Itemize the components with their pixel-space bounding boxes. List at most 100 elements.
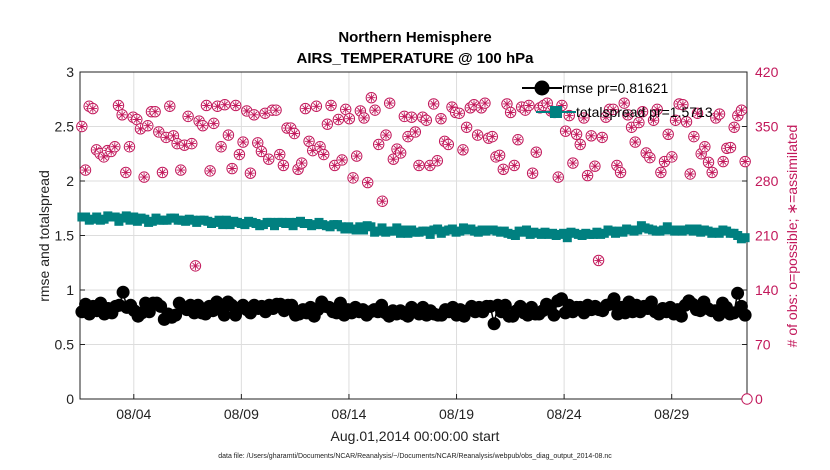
obs-point-asterisk bbox=[88, 104, 97, 113]
obs-point bbox=[680, 116, 693, 128]
obs-point-asterisk bbox=[304, 137, 314, 146]
rmse-series bbox=[75, 285, 752, 331]
obs-point bbox=[230, 99, 242, 112]
obs-point-asterisk bbox=[224, 130, 233, 140]
obs-point-asterisk bbox=[407, 113, 416, 122]
obs-point bbox=[578, 112, 590, 124]
obs-point-asterisk bbox=[187, 139, 196, 148]
obs-point bbox=[633, 116, 645, 129]
obs-point-asterisk bbox=[469, 100, 479, 109]
rmse-point bbox=[607, 292, 621, 306]
obs-point-asterisk bbox=[656, 168, 666, 177]
chart-subtitle: AIRS_TEMPERATURE @ 100 hPa bbox=[297, 50, 535, 67]
x-axis-label: Aug.01,2014 00:00:00 start bbox=[331, 428, 500, 444]
footnote: data file: /Users/gharamti/Documents/NCA… bbox=[218, 453, 612, 460]
obs-point-asterisk bbox=[708, 168, 717, 177]
y-ticks-right: 0 70 140 210 280 350 420 bbox=[742, 64, 779, 407]
legend-rmse-marker bbox=[534, 80, 550, 96]
obs-point bbox=[523, 99, 535, 112]
obs-point bbox=[270, 104, 282, 116]
chart-title: Northern Hemisphere bbox=[338, 29, 491, 46]
obs-point bbox=[358, 112, 370, 124]
obs-point bbox=[647, 114, 660, 126]
y-tick-label-left: 1 bbox=[66, 282, 74, 298]
obs-point-asterisk bbox=[737, 106, 746, 115]
obs-point-asterisk bbox=[719, 157, 728, 166]
obs-point bbox=[735, 104, 748, 116]
obs-point-asterisk bbox=[290, 129, 299, 138]
obs-point bbox=[589, 160, 601, 172]
obs-point-asterisk bbox=[671, 116, 680, 125]
obs-point-asterisk bbox=[645, 153, 655, 162]
obs-point bbox=[109, 141, 121, 153]
obs-point-asterisk bbox=[411, 127, 420, 137]
obs-point bbox=[325, 99, 337, 112]
x-tick-label: 08/19 bbox=[439, 406, 474, 422]
obs-point-asterisk bbox=[172, 139, 182, 148]
obs-point bbox=[706, 166, 718, 179]
obs-point-asterisk bbox=[576, 140, 585, 149]
obs-point-asterisk bbox=[242, 106, 251, 116]
obs-point-asterisk bbox=[213, 102, 222, 111]
obs-zero-ring bbox=[741, 393, 753, 405]
obs-point-asterisk bbox=[341, 105, 350, 114]
spread-point bbox=[366, 222, 376, 232]
obs-point bbox=[607, 103, 619, 116]
obs-point-asterisk bbox=[110, 142, 119, 151]
obs-point bbox=[435, 113, 447, 125]
obs-point bbox=[666, 151, 678, 163]
obs-point bbox=[340, 103, 352, 116]
obs-point bbox=[662, 128, 674, 140]
y-tick-label-right: 140 bbox=[755, 282, 779, 298]
obs-point bbox=[164, 100, 176, 112]
obs-point bbox=[263, 153, 275, 165]
obs-point-asterisk bbox=[385, 98, 394, 108]
obs-point bbox=[274, 148, 286, 161]
obs-point bbox=[413, 159, 425, 172]
obs-point-asterisk bbox=[271, 106, 281, 115]
obs-point bbox=[200, 99, 213, 112]
obs-point-asterisk bbox=[374, 140, 383, 149]
obs-point bbox=[350, 150, 363, 162]
obs-point-asterisk bbox=[81, 165, 90, 175]
obs-point-asterisk bbox=[348, 173, 358, 183]
x-ticks: 08/04 08/09 08/14 08/19 08/24 08/29 bbox=[116, 394, 689, 422]
obs-point bbox=[343, 113, 356, 125]
obs-point bbox=[361, 176, 374, 189]
obs-point bbox=[197, 120, 209, 132]
rmse-point bbox=[217, 308, 231, 322]
obs-point-asterisk bbox=[620, 98, 629, 108]
obs-point-asterisk bbox=[700, 142, 710, 151]
obs-point bbox=[497, 163, 509, 176]
obs-point-asterisk bbox=[191, 261, 200, 271]
obs-point bbox=[508, 159, 520, 172]
obs-point bbox=[248, 109, 260, 121]
obs-point-asterisk bbox=[678, 100, 688, 109]
obs-point-asterisk bbox=[77, 122, 86, 131]
obs-point bbox=[138, 171, 150, 183]
obs-point-asterisk bbox=[667, 152, 677, 162]
y-ticks-left: 0 0.5 1 1.5 2 2.5 3 bbox=[55, 64, 85, 407]
obs-point-asterisk bbox=[521, 106, 530, 115]
obs-point bbox=[277, 159, 290, 172]
obs-point bbox=[688, 130, 700, 143]
obs-point-asterisk bbox=[359, 113, 369, 123]
obs-point bbox=[728, 121, 740, 133]
obs-point bbox=[87, 102, 99, 115]
obs-point-asterisk bbox=[231, 101, 240, 110]
rmse-point bbox=[738, 308, 752, 322]
obs-point-asterisk bbox=[730, 123, 739, 132]
obs-point bbox=[318, 148, 330, 161]
obs-point bbox=[226, 162, 238, 175]
obs-point bbox=[189, 260, 202, 272]
obs-point-asterisk bbox=[682, 117, 691, 126]
obs-point bbox=[486, 130, 498, 143]
obs-point-asterisk bbox=[176, 165, 185, 175]
y-tick-label-right: 0 bbox=[755, 391, 763, 407]
obs-point-asterisk bbox=[312, 102, 321, 111]
obs-point bbox=[457, 144, 469, 156]
obs-point-asterisk bbox=[235, 150, 244, 159]
obs-point bbox=[112, 99, 125, 112]
rmse-point bbox=[487, 317, 501, 331]
